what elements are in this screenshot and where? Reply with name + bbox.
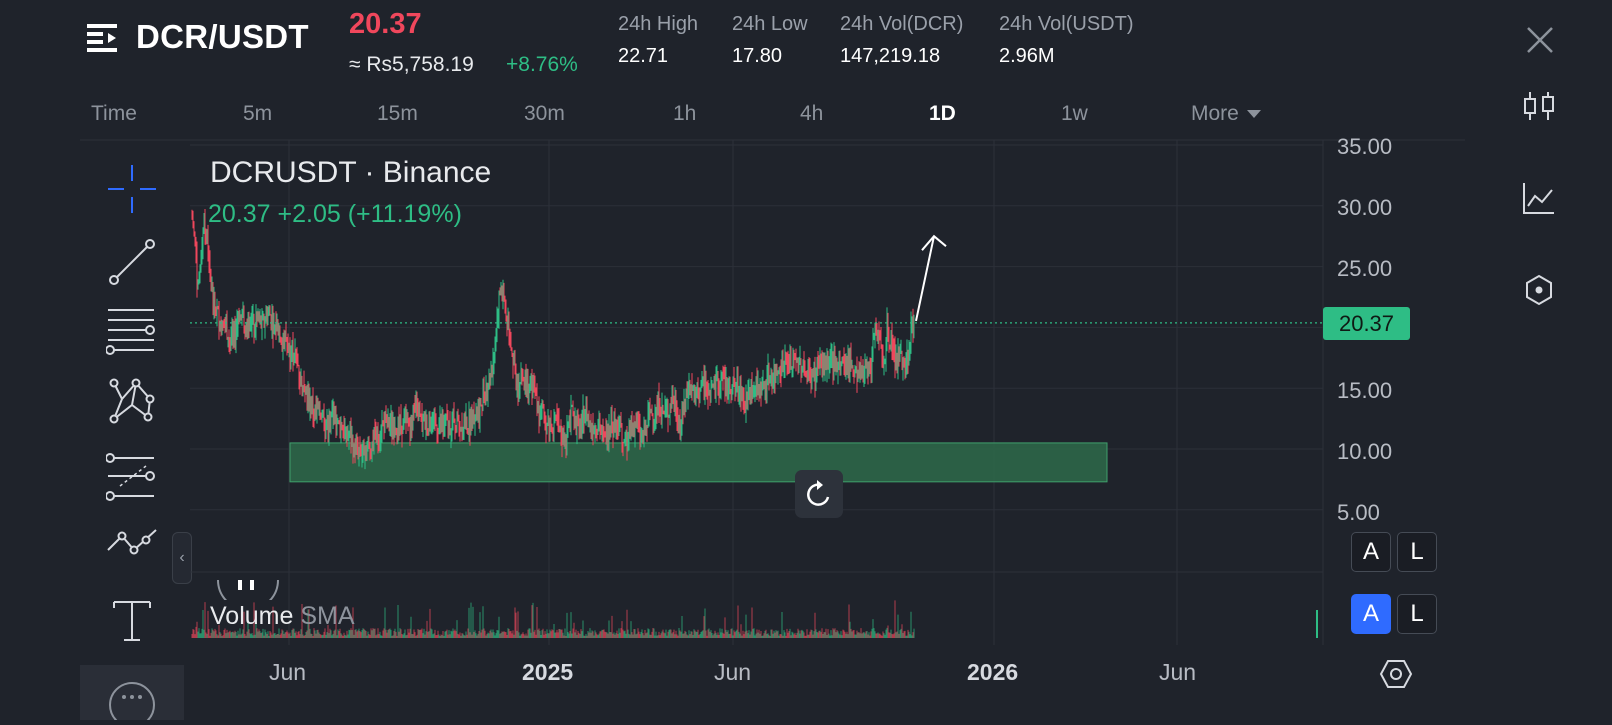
fiat-price: ≈ Rs5,758.19	[349, 53, 474, 76]
x-tick-jun-2024: Jun	[269, 659, 307, 685]
candles	[191, 208, 915, 470]
y-tick-5: 5.00	[1337, 500, 1380, 525]
chart-settings-icon[interactable]	[1378, 656, 1414, 692]
polyline-icon[interactable]	[106, 522, 158, 574]
x-tick-2025: 2025	[522, 659, 574, 685]
stat-24h-vol-usdt-label: 24h Vol(USDT)	[999, 13, 1134, 35]
tool-arc-icon	[216, 580, 280, 600]
trend-line-icon[interactable]	[106, 236, 158, 288]
y-tick-25: 25.00	[1337, 256, 1393, 281]
tab-1d[interactable]: 1D	[929, 102, 956, 125]
prediction-icon[interactable]	[105, 452, 158, 504]
menu-list-icon[interactable]	[87, 22, 119, 54]
tab-more[interactable]: More	[1191, 102, 1261, 126]
stat-24h-low-label: 24h Low	[732, 13, 808, 35]
stat-24h-vol-dcr-value: 147,219.18	[840, 45, 941, 67]
up-arrow-annotation	[915, 234, 947, 322]
x-tick-2026: 2026	[967, 659, 1019, 685]
tab-more-label: More	[1191, 102, 1239, 125]
collapse-toolbar-button[interactable]: ‹	[172, 532, 192, 584]
y-tick-15: 15.00	[1337, 378, 1393, 403]
volume-label: Volume	[210, 602, 294, 630]
volume-sma-label: SMA	[300, 602, 355, 630]
y-tick-30: 30.00	[1337, 195, 1393, 220]
candlestick-type-icon[interactable]	[1521, 88, 1557, 124]
tab-30m[interactable]: 30m	[524, 102, 565, 125]
fib-retracement-icon[interactable]	[105, 306, 158, 358]
chart-legend-title: DCRUSDT · Binance	[210, 156, 492, 189]
tools-more-panel[interactable]	[80, 665, 184, 725]
stat-24h-high-label: 24h High	[618, 13, 699, 35]
log-scale-button[interactable]: L	[1397, 532, 1437, 572]
up-arrow	[915, 234, 947, 322]
stat-24h-high-value: 22.71	[618, 45, 669, 67]
tab-15m[interactable]: 15m	[377, 102, 418, 125]
indicators-icon[interactable]	[1521, 180, 1557, 216]
volume-bars	[191, 600, 1318, 638]
volume-legend: Volume SMA	[210, 602, 355, 631]
y-tick-10: 10.00	[1337, 439, 1393, 464]
close-icon[interactable]	[1524, 24, 1556, 56]
chart-legend-ohlc: 20.37 +2.05 (+11.19%)	[208, 200, 462, 228]
crosshair-icon[interactable]	[106, 163, 158, 215]
last-price-tag: 20.37	[1323, 307, 1410, 340]
pattern-icon[interactable]	[106, 377, 158, 429]
reset-chart-button[interactable]	[795, 470, 843, 518]
tab-1w[interactable]: 1w	[1061, 102, 1088, 125]
stat-24h-vol-usdt-value: 2.96M	[999, 45, 1055, 67]
tab-5m[interactable]: 5m	[243, 102, 273, 125]
pair-title[interactable]: DCR/USDT	[136, 18, 309, 55]
tab-4h[interactable]: 4h	[800, 102, 824, 125]
volume-auto-scale-button[interactable]: A	[1351, 594, 1391, 634]
settings-hexagon-icon[interactable]	[1521, 272, 1557, 308]
text-icon[interactable]	[106, 596, 158, 648]
chart-grid	[80, 139, 1465, 645]
tab-time[interactable]: Time	[91, 102, 137, 125]
y-tick-35: 35.00	[1337, 134, 1393, 159]
volume-log-scale-button[interactable]: L	[1397, 594, 1437, 634]
support-zone-rect	[289, 442, 1108, 483]
stat-24h-low-value: 17.80	[732, 45, 783, 67]
auto-scale-button[interactable]: A	[1351, 532, 1391, 572]
tab-1h[interactable]: 1h	[673, 102, 697, 125]
last-price: 20.37	[349, 8, 422, 40]
x-tick-jun-2025: Jun	[714, 659, 752, 685]
stat-24h-vol-dcr-label: 24h Vol(DCR)	[840, 13, 964, 35]
support-zone	[289, 442, 1108, 483]
change-percent: +8.76%	[506, 53, 578, 76]
caret-down-icon	[1246, 110, 1261, 119]
x-tick-jun-2026: Jun	[1159, 659, 1197, 685]
